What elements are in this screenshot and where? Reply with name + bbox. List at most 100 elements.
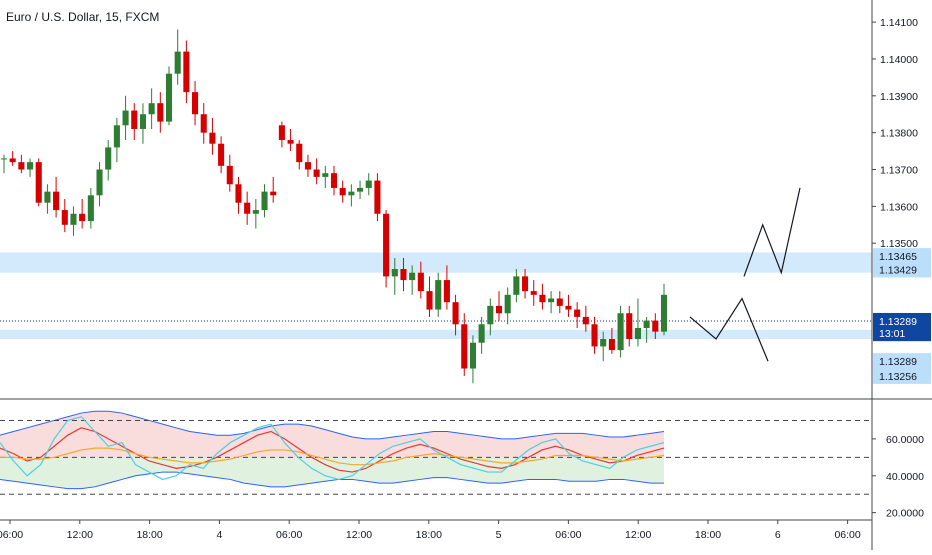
price-tag-label: 1.13465 — [879, 251, 917, 263]
candle-body — [330, 173, 338, 188]
osc-series-line — [0, 416, 665, 481]
candle-body — [487, 305, 494, 325]
osc-band-upper — [0, 410, 665, 440]
candle-body — [348, 191, 355, 196]
price-tag-label: 1.13429 — [879, 264, 917, 276]
candle-body — [209, 132, 216, 144]
candle-body — [409, 272, 416, 281]
candle-body — [244, 202, 251, 214]
osc-upper-fill — [0, 411, 664, 458]
candle-body — [426, 291, 433, 310]
candle-body — [296, 143, 303, 163]
time-tick-label: 6 — [775, 529, 781, 541]
candle-body — [183, 51, 190, 93]
candle-body — [522, 276, 529, 292]
candle-body — [504, 294, 511, 314]
candle-body — [617, 313, 624, 351]
price-tag — [873, 353, 931, 370]
time-tick-label: 12:00 — [346, 529, 372, 541]
price-tag — [873, 367, 931, 384]
candle-body — [278, 125, 285, 141]
candle-body — [478, 324, 485, 343]
price-tick-label: 1.13500 — [880, 238, 918, 250]
candle-body — [61, 210, 68, 225]
candle-body — [0, 158, 8, 160]
price-tag — [873, 248, 931, 265]
candle-body — [53, 191, 60, 211]
candle-body — [530, 291, 537, 295]
price-tag-label: 13:01 — [879, 328, 905, 340]
candle-body — [218, 143, 225, 166]
price-tick-label: 1.13800 — [880, 128, 918, 140]
candle-body — [304, 162, 311, 170]
price-tick-label: 1.13700 — [880, 165, 918, 177]
candle-body — [113, 125, 120, 148]
price-tag — [873, 325, 931, 342]
osc-tick-label: 20.0000 — [886, 508, 924, 520]
candle-body — [461, 324, 468, 369]
osc-band-lower — [0, 471, 664, 490]
candle-body — [96, 169, 103, 196]
time-tick-label: 5 — [496, 529, 502, 541]
price-tag-label: 1.13256 — [879, 371, 917, 383]
candle-body — [374, 180, 381, 214]
price-tick-label: 1.13900 — [880, 91, 918, 103]
osc-tick-label: 40.0000 — [886, 471, 924, 483]
candle-body — [27, 162, 34, 170]
time-tick-label: 06:00 — [276, 529, 302, 541]
osc-series-line — [0, 427, 665, 473]
candle-body — [235, 184, 242, 203]
candle-body — [18, 162, 25, 170]
candle-body — [131, 110, 138, 129]
candle-body — [443, 280, 450, 303]
candle-body — [322, 173, 329, 177]
forecast-path-down — [689, 297, 769, 362]
time-tick-label: 06:00 — [0, 529, 23, 541]
candle-body — [548, 298, 555, 303]
candle-body — [261, 191, 268, 211]
time-tick-label: 18:00 — [695, 529, 721, 541]
time-tick-label: 12:00 — [67, 529, 93, 541]
candle-body — [79, 213, 86, 222]
price-tag-label: 1.13289 — [879, 316, 917, 328]
candle-body — [600, 339, 607, 347]
candle-body — [313, 169, 320, 177]
candle-body — [556, 298, 563, 306]
osc-tick-label: 60.0000 — [886, 434, 924, 446]
candle-body — [70, 213, 77, 225]
price-pane — [0, 29, 872, 384]
candle-body — [105, 147, 112, 170]
chart-title: Euro / U.S. Dollar, 15, FXCM — [6, 10, 159, 24]
time-tick-label: 18:00 — [416, 529, 442, 541]
candle-body — [174, 51, 181, 74]
candle-body — [495, 305, 503, 314]
candle-body — [200, 114, 207, 133]
candle-body — [626, 313, 633, 340]
price-tick-label: 1.14100 — [880, 17, 918, 29]
candle-body — [608, 339, 615, 351]
time-tick-label: 4 — [216, 529, 222, 541]
candle-body — [417, 272, 424, 292]
candle-body — [157, 103, 164, 122]
candle-body — [574, 309, 581, 317]
candle-body — [35, 162, 42, 203]
candle-body — [383, 213, 390, 277]
candle-body — [287, 140, 294, 144]
candle-body — [539, 294, 546, 303]
price-tick-label: 1.14000 — [880, 54, 918, 66]
candle-body — [565, 305, 572, 310]
zone-band — [0, 252, 872, 273]
osc-series-line — [0, 447, 665, 466]
candle-body — [122, 110, 129, 126]
candle-body — [148, 103, 155, 115]
candle-body — [252, 210, 259, 214]
osc-lower-fill — [0, 457, 664, 489]
candle-body — [44, 191, 51, 203]
candle-body — [591, 324, 598, 347]
zone-band — [0, 329, 872, 340]
candle-body — [365, 180, 372, 188]
candle-body — [652, 320, 659, 332]
